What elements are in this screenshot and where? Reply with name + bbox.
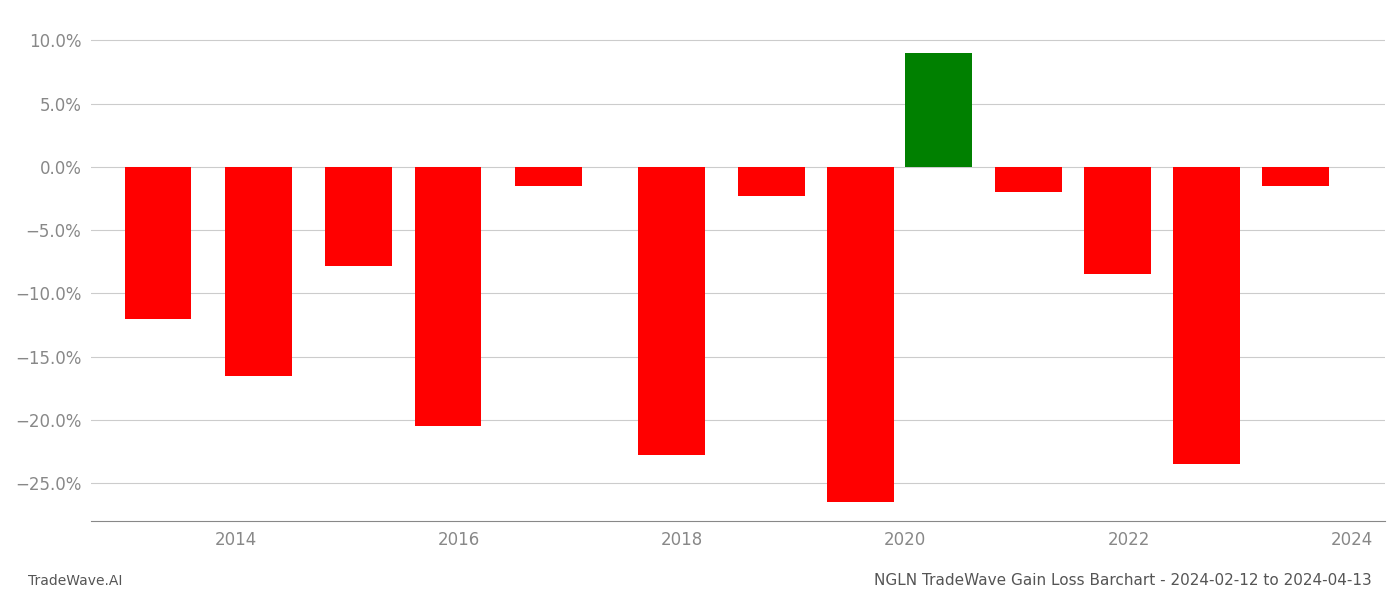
Text: TradeWave.AI: TradeWave.AI <box>28 574 122 588</box>
Bar <box>1173 167 1240 464</box>
Bar <box>125 167 192 319</box>
Bar <box>225 167 291 376</box>
Bar <box>515 167 582 186</box>
Bar <box>738 167 805 196</box>
Bar <box>414 167 482 427</box>
Bar <box>325 167 392 266</box>
Bar <box>994 167 1061 192</box>
Bar <box>1084 167 1151 274</box>
Bar <box>1263 167 1329 186</box>
Bar <box>906 53 972 167</box>
Bar <box>827 167 895 502</box>
Text: NGLN TradeWave Gain Loss Barchart - 2024-02-12 to 2024-04-13: NGLN TradeWave Gain Loss Barchart - 2024… <box>874 573 1372 588</box>
Bar <box>637 167 704 455</box>
